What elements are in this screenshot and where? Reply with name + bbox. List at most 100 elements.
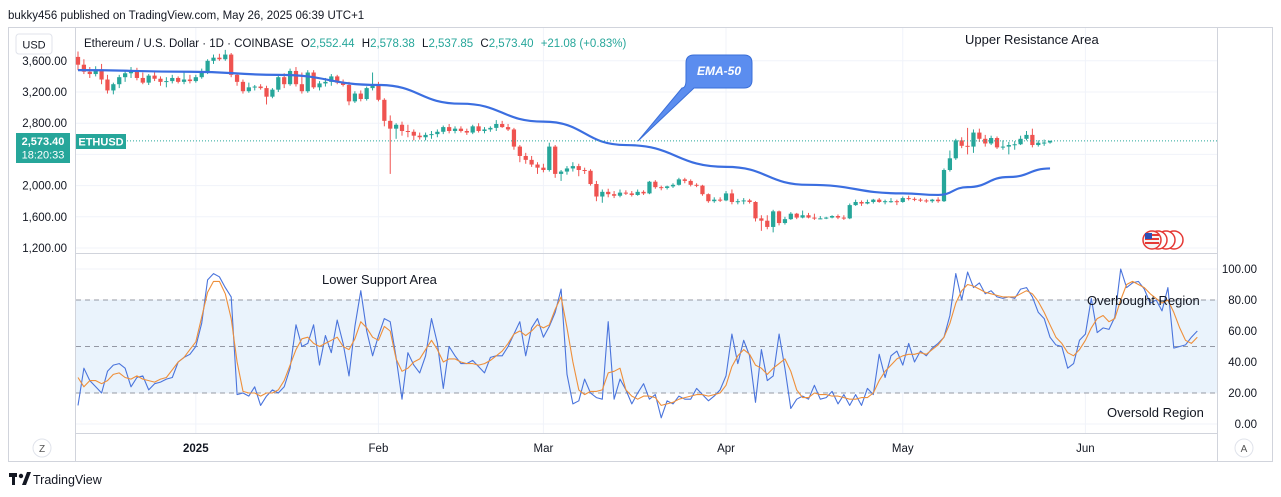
candle: [211, 54, 216, 64]
candle: [181, 72, 187, 85]
candle: [270, 88, 275, 99]
candle-body: [841, 217, 846, 219]
candle: [606, 188, 611, 198]
candle-body: [482, 129, 487, 131]
candle: [794, 212, 799, 220]
ticker-tag-box: [76, 134, 126, 149]
candle: [782, 216, 788, 225]
logo-mark-bar: [9, 473, 17, 477]
candle-body: [352, 93, 358, 102]
upper-resistance-label: Upper Resistance Area: [965, 32, 1099, 47]
candle: [87, 67, 92, 78]
open-label: O: [301, 38, 310, 50]
candle-body: [370, 84, 375, 89]
oversold-label: Oversold Region: [1107, 405, 1204, 420]
candle-body: [753, 201, 758, 219]
candle: [623, 190, 629, 195]
price-tick-label: 3,600.00: [22, 56, 67, 68]
low-label: L: [422, 38, 429, 50]
candle: [258, 84, 263, 90]
candle-body: [806, 215, 811, 218]
candle-body: [240, 81, 246, 92]
candle-body: [947, 158, 953, 170]
candle: [523, 152, 528, 164]
candle-body: [835, 216, 841, 218]
candle: [670, 183, 676, 188]
candle: [741, 198, 746, 205]
candle: [935, 197, 941, 203]
low-value: 2,537.85: [428, 38, 473, 50]
candle: [146, 74, 151, 85]
symbol-line: Ethereum / U.S. Dollar · 1D · COINBASE: [84, 38, 294, 50]
candle: [682, 177, 687, 184]
candle: [818, 216, 823, 220]
stoch-tick-label: 100.00: [1222, 264, 1257, 276]
candle-body: [158, 78, 163, 82]
candle: [1000, 140, 1006, 150]
candle-body: [128, 70, 134, 74]
legend: USD Ethereum / U.S. Dollar · 1D · COINBA…: [15, 33, 627, 55]
candle-body: [888, 201, 894, 203]
candle: [776, 210, 782, 226]
candle: [977, 128, 982, 142]
candle: [399, 121, 405, 136]
candle-body: [511, 129, 517, 147]
currency-button[interactable]: [15, 33, 53, 55]
ema-callout-label: EMA-50: [697, 64, 741, 78]
candle: [1012, 141, 1017, 150]
zoom-toggle-button[interactable]: Z: [32, 438, 52, 458]
candle: [629, 191, 634, 197]
candle-body: [176, 77, 181, 82]
candle-body: [417, 135, 422, 138]
overbought-label: Overbought Region: [1087, 293, 1200, 308]
candle-body: [270, 89, 275, 97]
candle-body: [723, 193, 729, 201]
candle: [735, 198, 740, 205]
candle-body: [205, 60, 210, 73]
candle: [659, 185, 664, 191]
candle: [482, 127, 487, 134]
price-tick-label: 1,200.00: [22, 243, 67, 255]
candle-body: [223, 54, 228, 60]
candle-body: [694, 184, 699, 186]
candle-body: [81, 64, 87, 72]
candle-body: [617, 192, 623, 196]
candle-body: [1000, 146, 1006, 148]
candle-body: [718, 199, 723, 201]
candle-body: [170, 77, 175, 82]
candle-body: [788, 213, 793, 220]
stoch-axis[interactable]: 0.00 20.00 40.00 60.00 80.00 100.00: [1222, 264, 1257, 431]
candle: [570, 162, 575, 172]
stoch-tick-label: 0.00: [1235, 419, 1257, 431]
candle-body: [653, 181, 658, 188]
candle-body: [641, 191, 646, 194]
candle: [653, 180, 658, 189]
candle: [246, 82, 251, 93]
candle: [871, 198, 876, 204]
candle-body: [181, 79, 187, 82]
candle: [959, 137, 964, 149]
price-axis[interactable]: 1,200.001,600.002,000.002,400.002,800.00…: [22, 56, 67, 255]
candle-body: [399, 124, 405, 131]
candle: [311, 70, 316, 89]
lower-support-label: Lower Support Area: [322, 272, 438, 287]
candle-body: [523, 155, 528, 160]
candle: [134, 67, 140, 81]
candle-body: [812, 217, 817, 219]
candle-body: [234, 74, 240, 82]
candle: [99, 63, 104, 85]
candle-body: [759, 218, 764, 221]
candle: [140, 72, 145, 85]
stoch-band: [76, 299, 1217, 394]
candle-body: [346, 84, 352, 102]
candle-body: [187, 79, 193, 82]
ema-callout[interactable]: EMA-50: [637, 54, 753, 142]
auto-scale-button[interactable]: A: [1234, 438, 1254, 458]
candle: [753, 201, 758, 222]
candle: [547, 142, 552, 172]
candle: [470, 124, 475, 135]
candle: [176, 76, 181, 84]
time-axis[interactable]: 2025 Feb Mar Apr May Jun: [183, 443, 1095, 455]
us-economic-events-icon[interactable]: [1142, 230, 1184, 250]
